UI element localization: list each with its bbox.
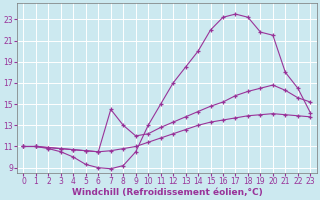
X-axis label: Windchill (Refroidissement éolien,°C): Windchill (Refroidissement éolien,°C)	[72, 188, 262, 197]
